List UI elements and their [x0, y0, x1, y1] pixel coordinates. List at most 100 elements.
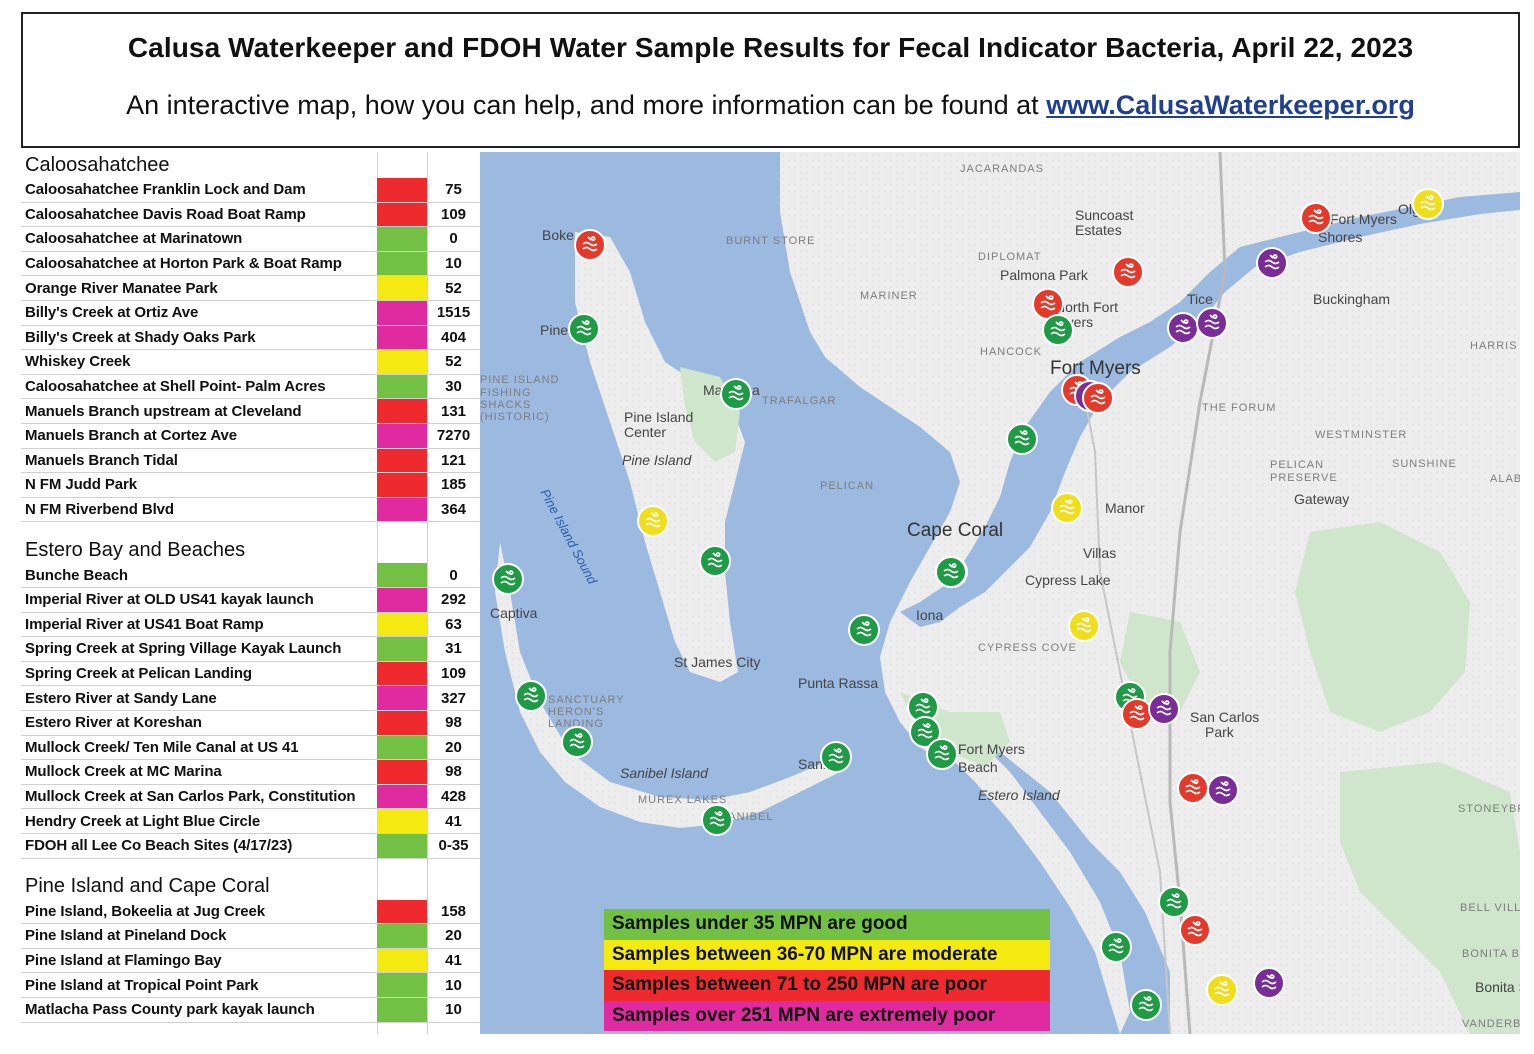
mpn-value: 131 [440, 402, 467, 420]
status-swatch [377, 251, 427, 276]
map-place-label: SANIBEL [720, 811, 773, 823]
table-row: Estero River at Koreshan 98 [21, 711, 480, 736]
swimmer-icon [1108, 938, 1124, 954]
site-name: Caloosahatchee at Horton Park & Boat Ram… [25, 255, 342, 273]
sample-marker[interactable] [1130, 989, 1162, 1021]
sample-marker[interactable] [1179, 914, 1211, 946]
site-name: Spring Creek at Spring Village Kayak Lau… [25, 640, 342, 658]
sample-marker[interactable] [492, 563, 524, 595]
sample-marker[interactable] [1167, 312, 1199, 344]
status-swatch [377, 424, 427, 448]
sample-marker[interactable] [935, 556, 967, 588]
map-place-label: Villas [1083, 545, 1116, 561]
map-place-label: SUNSHINE [1392, 458, 1457, 470]
sample-marker[interactable] [1412, 188, 1444, 220]
swimmer-icon [1185, 779, 1201, 795]
swimmer-icon [523, 687, 539, 703]
site-name: Mullock Creek at San Carlos Park, Consti… [25, 788, 356, 806]
sample-marker[interactable] [699, 545, 731, 577]
site-name: Orange River Manatee Park [25, 279, 218, 297]
map-place-label: Pine Island [622, 452, 692, 468]
site-name: Pine Island at Pineland Dock [25, 927, 227, 945]
sample-marker[interactable] [720, 378, 752, 410]
site-name: Manuels Branch Tidal [25, 451, 178, 469]
map-place-label: VANDERBILT [1462, 1018, 1520, 1030]
sample-marker[interactable] [1206, 974, 1238, 1006]
sample-marker[interactable] [1082, 382, 1114, 414]
sample-marker[interactable] [637, 505, 669, 537]
status-swatch [377, 301, 427, 325]
map-place-label: Shores [1318, 229, 1362, 245]
table-row: Pine Island at Pineland Dock 20 [21, 924, 480, 949]
mpn-value: 7270 [436, 427, 471, 445]
map-place-label: TRAFALGAR [762, 395, 836, 407]
site-name: Caloosahatchee Davis Road Boat Ramp [25, 205, 306, 223]
sample-marker[interactable] [515, 680, 547, 712]
map-place-label: North Fort [1055, 299, 1118, 315]
swimmer-icon [828, 748, 844, 764]
status-swatch [377, 588, 427, 612]
table-row: N FM Judd Park 185 [21, 473, 480, 498]
map-panel[interactable]: JACARANDAS Suncoast Estates Olga Fort Myers S… [480, 152, 1520, 1034]
page-title: Calusa Waterkeeper and FDOH Water Sample… [127, 32, 1414, 63]
site-name: Manuels Branch upstream at Cleveland [25, 402, 302, 420]
mpn-value: 63 [445, 615, 462, 633]
sample-marker[interactable] [1253, 967, 1285, 999]
road-i75 [1168, 152, 1227, 1034]
sample-marker[interactable] [1207, 774, 1239, 806]
site-name: Billy's Creek at Shady Oaks Park [25, 328, 256, 346]
table-row: Manuels Branch at Cortez Ave 7270 [21, 424, 480, 449]
sample-marker[interactable] [1256, 247, 1288, 279]
site-name: Matlacha Pass County park kayak launch [25, 1001, 315, 1019]
sample-marker[interactable] [1121, 698, 1153, 730]
sample-marker[interactable] [1051, 492, 1083, 524]
site-name: Imperial River at OLD US41 kayak launch [25, 591, 314, 609]
section-heading: Caloosahatchee [21, 152, 480, 178]
swimmer-icon [1261, 974, 1277, 990]
map-place-label: THE FORUM [1202, 402, 1276, 414]
section-title: Caloosahatchee [25, 153, 170, 176]
sample-marker[interactable] [848, 614, 880, 646]
mpn-value: 404 [440, 328, 467, 346]
sample-marker[interactable] [574, 229, 606, 261]
sample-marker[interactable] [701, 804, 733, 836]
swimmer-icon [728, 385, 744, 401]
sample-marker[interactable] [1196, 307, 1228, 339]
sample-marker[interactable] [1068, 610, 1100, 642]
sample-marker[interactable] [820, 741, 852, 773]
legend-item: Samples between 36-70 MPN are moderate [604, 939, 1050, 970]
sample-marker[interactable] [926, 738, 958, 770]
site-name: Spring Creek at Pelican Landing [25, 665, 252, 683]
status-swatch [377, 612, 427, 637]
sample-marker[interactable] [1300, 202, 1332, 234]
swimmer-icon [645, 512, 661, 528]
sample-marker[interactable] [561, 726, 593, 758]
website-link[interactable]: www.CalusaWaterkeeper.org [1046, 90, 1415, 120]
status-swatch [377, 473, 427, 497]
map-place-label: HANCOCK [980, 346, 1042, 358]
mpn-value: 10 [445, 976, 462, 994]
sample-marker[interactable] [1177, 772, 1209, 804]
map-place-label: Palmona Park [1000, 267, 1089, 283]
table-row: Matlacha Pass County park kayak launch 10 [21, 998, 480, 1023]
sample-marker[interactable] [1006, 423, 1038, 455]
site-name: Estero River at Sandy Lane [25, 689, 217, 707]
sample-marker[interactable] [568, 313, 600, 345]
status-swatch [377, 497, 427, 522]
swimmer-icon [856, 621, 872, 637]
map-place-label: Boke [542, 227, 574, 243]
sample-marker[interactable] [1112, 256, 1144, 288]
map-place-label: Suncoast [1075, 207, 1133, 223]
sample-marker[interactable] [909, 716, 941, 748]
sample-marker[interactable] [1158, 886, 1190, 918]
table-row: Mullock Creek/ Ten Mile Canal at US 41 20 [21, 735, 480, 761]
swimmer-icon [1050, 321, 1066, 337]
sample-marker[interactable] [1148, 693, 1180, 725]
status-swatch [377, 686, 427, 710]
site-name: N FM Judd Park [25, 476, 137, 494]
sample-marker[interactable] [1042, 314, 1074, 346]
map-place-label: Estero Island [978, 787, 1061, 803]
park-area [1295, 522, 1470, 732]
sample-marker[interactable] [1100, 931, 1132, 963]
